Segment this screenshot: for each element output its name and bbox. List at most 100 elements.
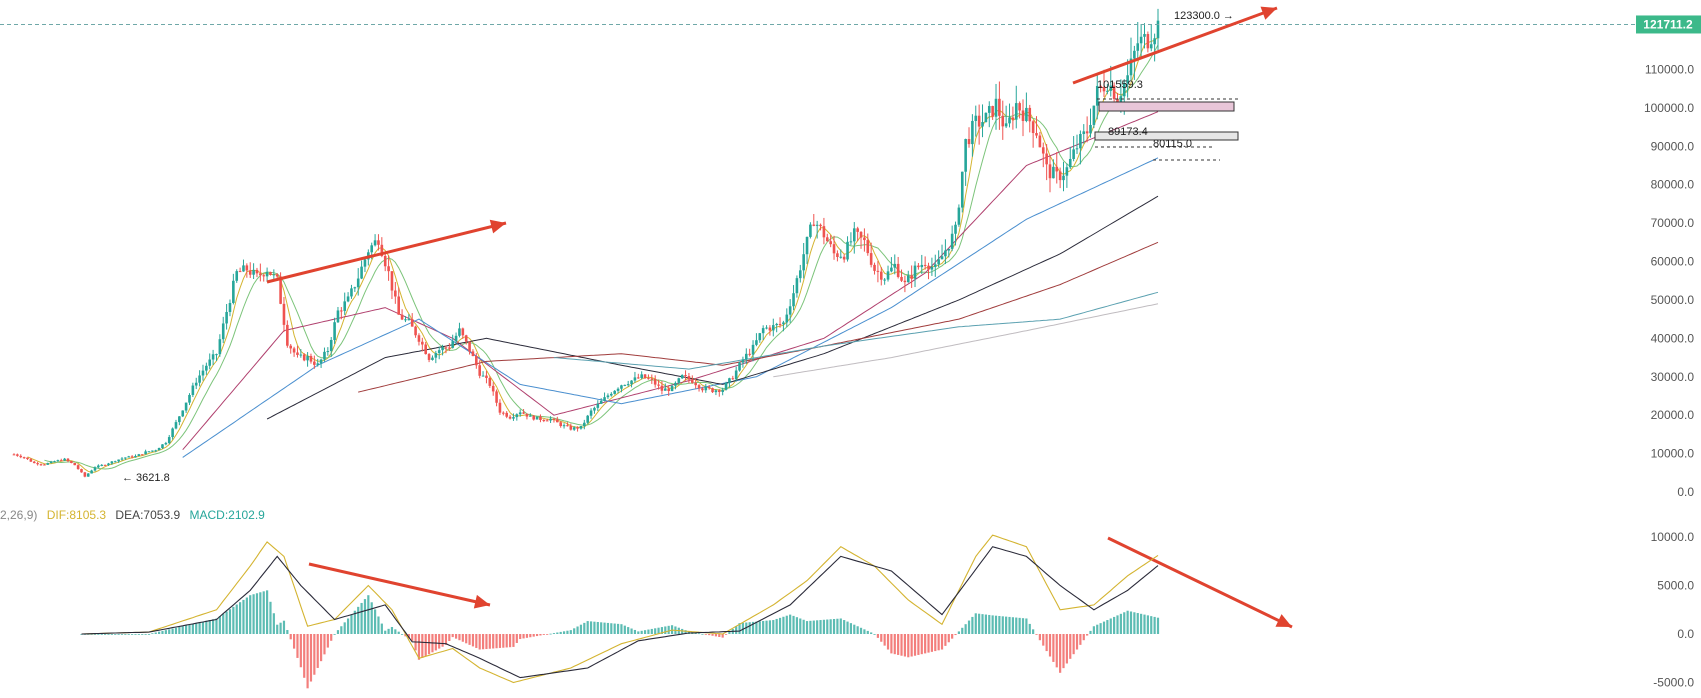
candle-body <box>657 384 660 386</box>
macd-histogram-bar <box>866 630 869 634</box>
candle-body <box>977 115 981 127</box>
candle-body <box>674 382 677 386</box>
macd-histogram-bar <box>714 634 718 637</box>
macd-histogram-bar <box>954 634 957 636</box>
candle-body <box>873 264 876 271</box>
current-price-tag-bg <box>1636 15 1701 34</box>
macd-histogram-bar <box>951 634 954 639</box>
candle-body <box>340 310 343 312</box>
candle-body <box>194 382 198 386</box>
candle <box>535 416 539 420</box>
candle-body <box>768 327 772 331</box>
candle <box>164 441 168 446</box>
candle-body <box>680 375 684 379</box>
macd-histogram-bar <box>846 621 849 634</box>
arrow-shaft <box>1072 6 1278 85</box>
candle-body <box>117 459 120 462</box>
macd-dea-line <box>81 546 1159 679</box>
macd-histogram-bar <box>346 618 350 634</box>
macd-histogram-bar <box>1059 634 1062 673</box>
macd-histogram-bar <box>711 634 714 636</box>
candle <box>262 273 266 282</box>
candle <box>12 453 16 456</box>
candle-body <box>454 335 458 342</box>
candle <box>738 361 741 372</box>
candle <box>667 385 670 396</box>
candle-body <box>890 267 893 272</box>
candle <box>505 411 508 419</box>
candle-body <box>981 122 984 127</box>
candle <box>1068 146 1072 170</box>
price-axis-tick: 40000.0 <box>1651 331 1695 345</box>
candle-body <box>90 470 93 474</box>
candle <box>205 362 208 375</box>
candle <box>86 473 90 477</box>
candle-body <box>29 459 33 462</box>
candle <box>316 358 320 367</box>
candle-body <box>643 374 647 379</box>
macd-histogram-bar <box>839 618 842 634</box>
candle <box>437 346 441 360</box>
candle <box>795 275 799 298</box>
candle-body <box>259 273 262 276</box>
candle <box>414 325 417 338</box>
arrow-shaft <box>1107 536 1293 629</box>
macd-histogram-bar <box>843 620 846 634</box>
candle-body <box>124 457 127 459</box>
macd-histogram-bar <box>971 616 974 634</box>
macd-histogram-bar <box>1069 634 1072 659</box>
macd-dif-value: DIF:8105.3 <box>46 508 107 522</box>
macd-histogram-bar <box>212 619 215 634</box>
price-axis-tick: 80000.0 <box>1651 178 1695 192</box>
candle-body <box>1004 123 1008 127</box>
candle <box>343 292 347 315</box>
candle <box>1048 156 1052 193</box>
candle <box>286 320 289 348</box>
candle-body <box>444 347 448 349</box>
candle <box>583 419 586 430</box>
macd-histogram-bar <box>606 622 610 634</box>
candle-body <box>940 256 944 260</box>
candle <box>53 460 56 463</box>
candle <box>1156 8 1160 50</box>
macd-histogram-bar <box>289 634 292 640</box>
candle-body <box>461 328 465 336</box>
candle <box>599 398 603 405</box>
macd-legend: 2,26,9) DIF:8105.3 DEA:7053.9 MACD:2102.… <box>0 508 271 522</box>
macd-histogram-bar <box>282 620 286 634</box>
candle-body <box>775 323 778 326</box>
macd-histogram-bar <box>1156 617 1160 634</box>
candle <box>556 416 559 423</box>
candle <box>80 468 83 473</box>
candle-body <box>522 412 525 414</box>
macd-histogram-bar <box>404 634 407 637</box>
macd-histogram-bar <box>1018 617 1021 634</box>
macd-histogram-bar <box>1140 613 1143 634</box>
candle-body <box>309 356 313 362</box>
candle <box>559 421 562 428</box>
candle <box>269 271 272 276</box>
macd-histogram-bar <box>1001 616 1004 634</box>
candle-body <box>417 335 421 342</box>
candle-body <box>849 241 853 243</box>
candle-body <box>120 458 124 460</box>
candle-body <box>805 236 809 255</box>
candle-body <box>252 269 255 275</box>
candle-body <box>434 353 438 358</box>
candle <box>333 317 336 344</box>
candle-body <box>424 344 428 355</box>
macd-histogram-bar <box>542 634 545 635</box>
ma120-line <box>358 241 1159 393</box>
candle-body <box>954 224 957 234</box>
macd-histogram-bar <box>981 614 984 634</box>
macd-axis-tick: 10000.0 <box>1651 530 1695 544</box>
candle <box>896 256 900 279</box>
macd-histogram-bar <box>613 623 616 634</box>
macd-histogram-bar <box>623 625 626 634</box>
macd-histogram-bar <box>735 626 738 634</box>
candle-body <box>529 415 532 417</box>
trend-arrow-macd-2 <box>1107 536 1293 629</box>
candle-body <box>869 253 873 265</box>
macd-histogram-bar <box>107 634 110 635</box>
price-axis-tick: 20000.0 <box>1651 408 1695 422</box>
